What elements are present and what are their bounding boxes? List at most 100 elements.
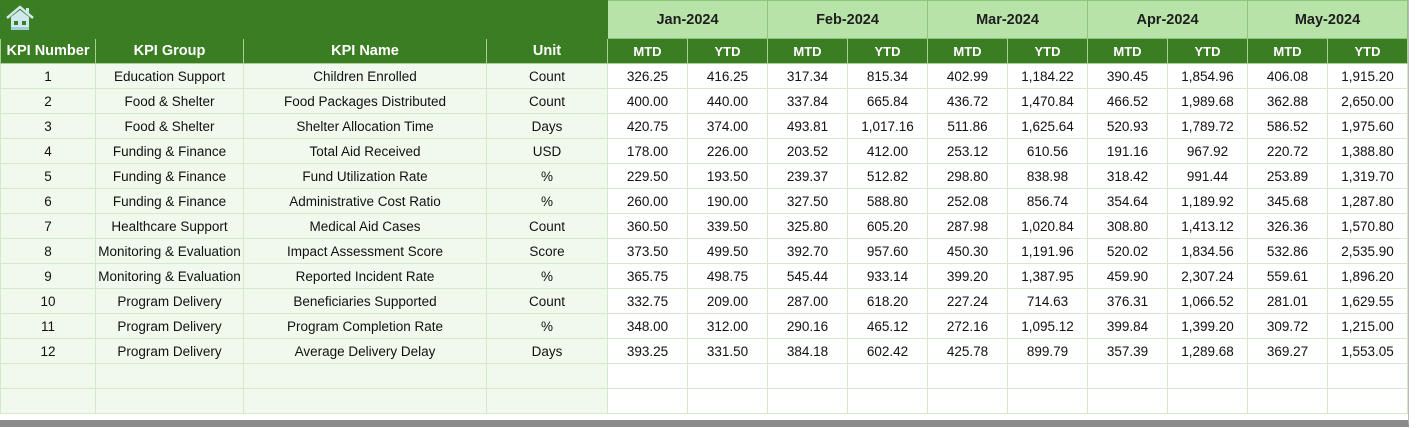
ytd-header[interactable]: YTD <box>1327 38 1408 64</box>
mtd-cell[interactable]: 227.24 <box>927 288 1008 314</box>
mtd-cell[interactable]: 287.98 <box>927 213 1008 239</box>
kpi-group-cell[interactable] <box>95 388 244 414</box>
ytd-cell[interactable]: 815.34 <box>847 63 928 89</box>
ytd-cell[interactable]: 465.12 <box>847 313 928 339</box>
ytd-cell[interactable]: 1,399.20 <box>1167 313 1248 339</box>
mtd-cell[interactable]: 220.72 <box>1247 138 1328 164</box>
mtd-cell[interactable]: 392.70 <box>767 238 848 264</box>
ytd-cell[interactable]: 1,289.68 <box>1167 338 1248 364</box>
mtd-cell[interactable]: 466.52 <box>1087 88 1168 114</box>
kpi-number-cell[interactable]: 7 <box>0 213 96 239</box>
mtd-cell[interactable]: 545.44 <box>767 263 848 289</box>
ytd-cell[interactable]: 1,470.84 <box>1007 88 1088 114</box>
unit-cell[interactable]: Count <box>486 88 608 114</box>
ytd-cell[interactable]: 1,017.16 <box>847 113 928 139</box>
mtd-cell[interactable]: 260.00 <box>607 188 688 214</box>
kpi-name-cell[interactable]: Children Enrolled <box>243 63 487 89</box>
kpi-number-cell[interactable]: 1 <box>0 63 96 89</box>
ytd-cell[interactable]: 1,834.56 <box>1167 238 1248 264</box>
mtd-cell[interactable]: 281.01 <box>1247 288 1328 314</box>
ytd-cell[interactable]: 339.50 <box>687 213 768 239</box>
ytd-cell[interactable]: 1,319.70 <box>1327 163 1408 189</box>
ytd-cell[interactable]: 331.50 <box>687 338 768 364</box>
kpi-number-cell[interactable]: 11 <box>0 313 96 339</box>
ytd-cell[interactable]: 1,387.95 <box>1007 263 1088 289</box>
mtd-cell[interactable]: 337.84 <box>767 88 848 114</box>
kpi-name-header[interactable]: KPI Name <box>243 38 487 64</box>
ytd-cell[interactable]: 193.50 <box>687 163 768 189</box>
kpi-number-cell[interactable]: 5 <box>0 163 96 189</box>
ytd-cell[interactable]: 899.79 <box>1007 338 1088 364</box>
unit-cell[interactable]: Days <box>486 338 608 364</box>
kpi-number-cell[interactable]: 4 <box>0 138 96 164</box>
kpi-group-cell[interactable]: Funding & Finance <box>95 163 244 189</box>
ytd-cell[interactable] <box>1327 388 1408 414</box>
mtd-cell[interactable]: 376.31 <box>1087 288 1168 314</box>
ytd-cell[interactable]: 991.44 <box>1167 163 1248 189</box>
kpi-name-cell[interactable]: Food Packages Distributed <box>243 88 487 114</box>
mtd-header[interactable]: MTD <box>1087 38 1168 64</box>
ytd-cell[interactable]: 1,625.64 <box>1007 113 1088 139</box>
ytd-cell[interactable]: 498.75 <box>687 263 768 289</box>
mtd-cell[interactable]: 399.20 <box>927 263 1008 289</box>
mtd-cell[interactable]: 325.80 <box>767 213 848 239</box>
kpi-name-cell[interactable]: Administrative Cost Ratio <box>243 188 487 214</box>
mtd-cell[interactable] <box>1247 388 1328 414</box>
unit-cell[interactable]: Count <box>486 63 608 89</box>
ytd-cell[interactable]: 1,915.20 <box>1327 63 1408 89</box>
mtd-cell[interactable]: 586.52 <box>1247 113 1328 139</box>
kpi-number-cell[interactable] <box>0 363 96 389</box>
ytd-cell[interactable]: 1,570.80 <box>1327 213 1408 239</box>
mtd-cell[interactable] <box>607 363 688 389</box>
mtd-cell[interactable] <box>1247 363 1328 389</box>
mtd-cell[interactable] <box>927 388 1008 414</box>
kpi-group-cell[interactable]: Food & Shelter <box>95 88 244 114</box>
ytd-cell[interactable]: 2,535.90 <box>1327 238 1408 264</box>
mtd-cell[interactable] <box>607 388 688 414</box>
mtd-cell[interactable]: 178.00 <box>607 138 688 164</box>
unit-cell[interactable]: Days <box>486 113 608 139</box>
ytd-cell[interactable]: 856.74 <box>1007 188 1088 214</box>
ytd-cell[interactable]: 957.60 <box>847 238 928 264</box>
ytd-cell[interactable]: 1,989.68 <box>1167 88 1248 114</box>
ytd-cell[interactable]: 1,191.96 <box>1007 238 1088 264</box>
mtd-cell[interactable]: 511.86 <box>927 113 1008 139</box>
ytd-cell[interactable]: 1,287.80 <box>1327 188 1408 214</box>
mtd-header[interactable]: MTD <box>607 38 688 64</box>
ytd-cell[interactable]: 374.00 <box>687 113 768 139</box>
mtd-cell[interactable]: 362.88 <box>1247 88 1328 114</box>
mtd-cell[interactable]: 459.90 <box>1087 263 1168 289</box>
ytd-cell[interactable]: 967.92 <box>1167 138 1248 164</box>
mtd-cell[interactable] <box>927 363 1008 389</box>
unit-cell[interactable] <box>486 363 608 389</box>
ytd-cell[interactable]: 1,215.00 <box>1327 313 1408 339</box>
kpi-name-cell[interactable] <box>243 363 487 389</box>
ytd-cell[interactable]: 1,854.96 <box>1167 63 1248 89</box>
ytd-cell[interactable] <box>847 363 928 389</box>
ytd-cell[interactable]: 618.20 <box>847 288 928 314</box>
ytd-cell[interactable]: 190.00 <box>687 188 768 214</box>
kpi-group-cell[interactable]: Education Support <box>95 63 244 89</box>
mtd-cell[interactable] <box>767 363 848 389</box>
mtd-cell[interactable]: 252.08 <box>927 188 1008 214</box>
ytd-cell[interactable] <box>687 363 768 389</box>
ytd-cell[interactable]: 312.00 <box>687 313 768 339</box>
kpi-name-cell[interactable] <box>243 388 487 414</box>
mtd-cell[interactable] <box>767 388 848 414</box>
mtd-cell[interactable]: 425.78 <box>927 338 1008 364</box>
ytd-cell[interactable] <box>1167 388 1248 414</box>
kpi-group-header[interactable]: KPI Group <box>95 38 244 64</box>
mtd-cell[interactable]: 327.50 <box>767 188 848 214</box>
home-icon[interactable] <box>5 4 35 35</box>
unit-cell[interactable]: USD <box>486 138 608 164</box>
mtd-cell[interactable]: 360.50 <box>607 213 688 239</box>
unit-cell[interactable]: Score <box>486 238 608 264</box>
unit-cell[interactable]: % <box>486 163 608 189</box>
mtd-cell[interactable]: 317.34 <box>767 63 848 89</box>
kpi-number-cell[interactable]: 9 <box>0 263 96 289</box>
kpi-name-cell[interactable]: Shelter Allocation Time <box>243 113 487 139</box>
ytd-cell[interactable]: 2,650.00 <box>1327 88 1408 114</box>
mtd-cell[interactable]: 373.50 <box>607 238 688 264</box>
kpi-group-cell[interactable]: Funding & Finance <box>95 138 244 164</box>
mtd-cell[interactable]: 253.12 <box>927 138 1008 164</box>
